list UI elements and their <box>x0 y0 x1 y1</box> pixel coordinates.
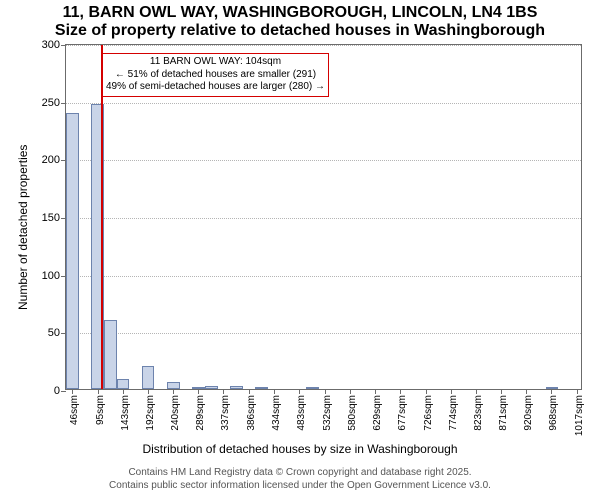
annotation-box: 11 BARN OWL WAY: 104sqm ← 51% of detache… <box>102 53 329 97</box>
y-tick-label: 250 <box>42 97 60 109</box>
x-tick-label: 46sqm <box>69 395 80 425</box>
x-tick-mark <box>148 389 149 394</box>
x-tick-label: 289sqm <box>195 395 206 431</box>
x-tick-label: 774sqm <box>448 395 459 431</box>
gridline <box>66 276 581 277</box>
x-tick-label: 532sqm <box>322 395 333 431</box>
y-tick-mark <box>61 103 66 104</box>
histogram-bar <box>66 113 79 389</box>
x-tick-mark <box>350 389 351 394</box>
x-tick-label: 629sqm <box>372 395 383 431</box>
histogram-bar <box>546 387 559 389</box>
gridline <box>66 103 581 104</box>
x-tick-mark <box>577 389 578 394</box>
x-tick-label: 726sqm <box>423 395 434 431</box>
chart-container: { "title": { "line1": "11, BARN OWL WAY,… <box>0 0 600 500</box>
x-tick-mark <box>299 389 300 394</box>
y-tick-label: 50 <box>48 327 60 339</box>
histogram-bar <box>117 379 130 389</box>
histogram-bar <box>306 387 319 389</box>
x-tick-mark <box>526 389 527 394</box>
x-tick-mark <box>123 389 124 394</box>
x-tick-mark <box>98 389 99 394</box>
x-tick-label: 968sqm <box>548 395 559 431</box>
x-tick-label: 95sqm <box>95 395 106 425</box>
x-tick-label: 677sqm <box>397 395 408 431</box>
x-tick-mark <box>173 389 174 394</box>
gridline <box>66 45 581 46</box>
x-tick-mark <box>400 389 401 394</box>
y-tick-label: 100 <box>42 270 60 282</box>
x-tick-mark <box>72 389 73 394</box>
x-tick-label: 580sqm <box>347 395 358 431</box>
x-tick-label: 337sqm <box>220 395 231 431</box>
x-tick-label: 823sqm <box>473 395 484 431</box>
histogram-bar <box>255 387 268 389</box>
footer-line2: Contains public sector information licen… <box>0 479 600 492</box>
histogram-bar <box>192 387 205 389</box>
y-tick-mark <box>61 45 66 46</box>
y-axis-label: Number of detached properties <box>16 145 30 310</box>
x-tick-label: 434sqm <box>271 395 282 431</box>
y-tick-label: 150 <box>42 212 60 224</box>
x-tick-mark <box>451 389 452 394</box>
histogram-bar <box>230 386 243 389</box>
x-tick-label: 1017sqm <box>574 395 585 436</box>
y-tick-label: 200 <box>42 154 60 166</box>
x-tick-label: 240sqm <box>170 395 181 431</box>
gridline <box>66 333 581 334</box>
histogram-bar <box>167 382 180 389</box>
histogram-bar <box>104 320 117 389</box>
x-tick-label: 920sqm <box>523 395 534 431</box>
y-tick-label: 0 <box>54 385 60 397</box>
x-tick-label: 192sqm <box>145 395 156 431</box>
x-tick-label: 143sqm <box>120 395 131 431</box>
x-tick-mark <box>249 389 250 394</box>
x-tick-mark <box>325 389 326 394</box>
x-tick-label: 386sqm <box>246 395 257 431</box>
y-tick-label: 300 <box>42 39 60 51</box>
reference-line <box>101 45 103 389</box>
x-axis-label: Distribution of detached houses by size … <box>0 442 600 456</box>
chart-title-line1: 11, BARN OWL WAY, WASHINGBOROUGH, LINCOL… <box>0 4 600 22</box>
y-tick-mark <box>61 391 66 392</box>
histogram-bar <box>142 366 155 389</box>
x-tick-mark <box>501 389 502 394</box>
annotation-line3: 49% of semi-detached houses are larger (… <box>106 81 325 94</box>
footer-line1: Contains HM Land Registry data © Crown c… <box>0 466 600 479</box>
x-tick-label: 483sqm <box>296 395 307 431</box>
x-tick-mark <box>198 389 199 394</box>
histogram-bar <box>205 386 218 389</box>
annotation-line2: ← 51% of detached houses are smaller (29… <box>106 69 325 82</box>
x-tick-mark <box>274 389 275 394</box>
x-tick-mark <box>223 389 224 394</box>
x-tick-label: 871sqm <box>498 395 509 431</box>
x-tick-mark <box>551 389 552 394</box>
footer-attribution: Contains HM Land Registry data © Crown c… <box>0 466 600 492</box>
x-tick-mark <box>375 389 376 394</box>
x-tick-mark <box>476 389 477 394</box>
chart-title-line2: Size of property relative to detached ho… <box>0 22 600 40</box>
annotation-line1: 11 BARN OWL WAY: 104sqm <box>106 56 325 69</box>
x-tick-mark <box>426 389 427 394</box>
gridline <box>66 160 581 161</box>
gridline <box>66 218 581 219</box>
